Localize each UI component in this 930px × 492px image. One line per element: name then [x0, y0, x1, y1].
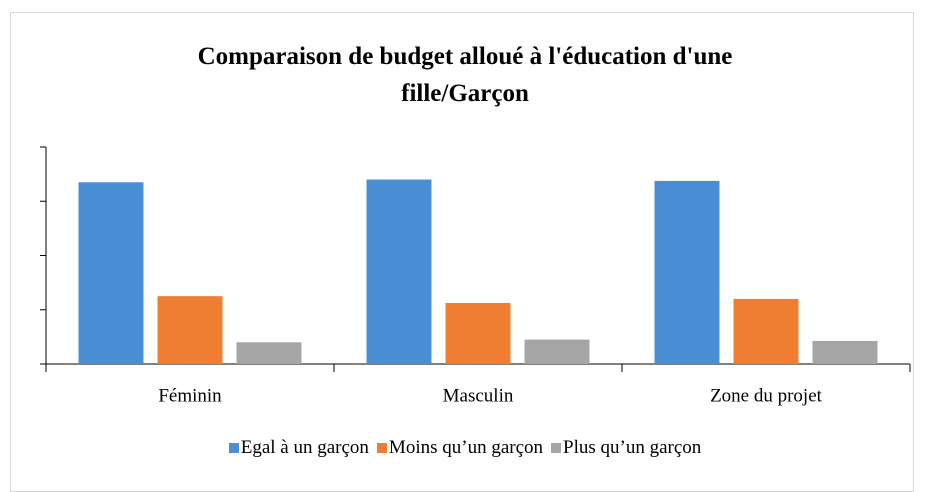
x-tick-label: Masculin	[443, 385, 514, 406]
bar	[78, 182, 144, 364]
chart: Féminin Masculin Zone du projet	[40, 146, 911, 406]
legend-item: Moins qu’un garçon	[376, 437, 544, 459]
legend-swatch	[228, 443, 239, 453]
chart-title: Comparaison de budget alloué à l'éducati…	[197, 43, 733, 107]
legend-swatch	[376, 443, 387, 453]
legend-label: Egal à un garçon	[240, 437, 369, 458]
bar	[733, 298, 799, 364]
legend-label: Plus qu’un garçon	[563, 437, 702, 458]
bar	[654, 180, 720, 364]
legend: Egal à un garçon Moins qu’un garçon Plus q…	[0, 437, 930, 459]
bar	[366, 179, 432, 364]
bar	[236, 342, 302, 364]
legend-swatch	[551, 443, 562, 453]
legend-item: Egal à un garçon	[228, 437, 369, 459]
bar	[157, 296, 223, 364]
bar	[445, 302, 511, 364]
bar	[524, 339, 590, 364]
legend-label: Moins qu’un garçon	[388, 437, 544, 458]
x-tick-label: Féminin	[158, 385, 222, 406]
legend-item: Plus qu’un garçon	[551, 437, 701, 459]
x-tick-label: Zone du projet	[710, 385, 823, 406]
page: Comparaison de budget alloué à l'éducati…	[0, 12, 930, 492]
bar	[812, 340, 878, 364]
